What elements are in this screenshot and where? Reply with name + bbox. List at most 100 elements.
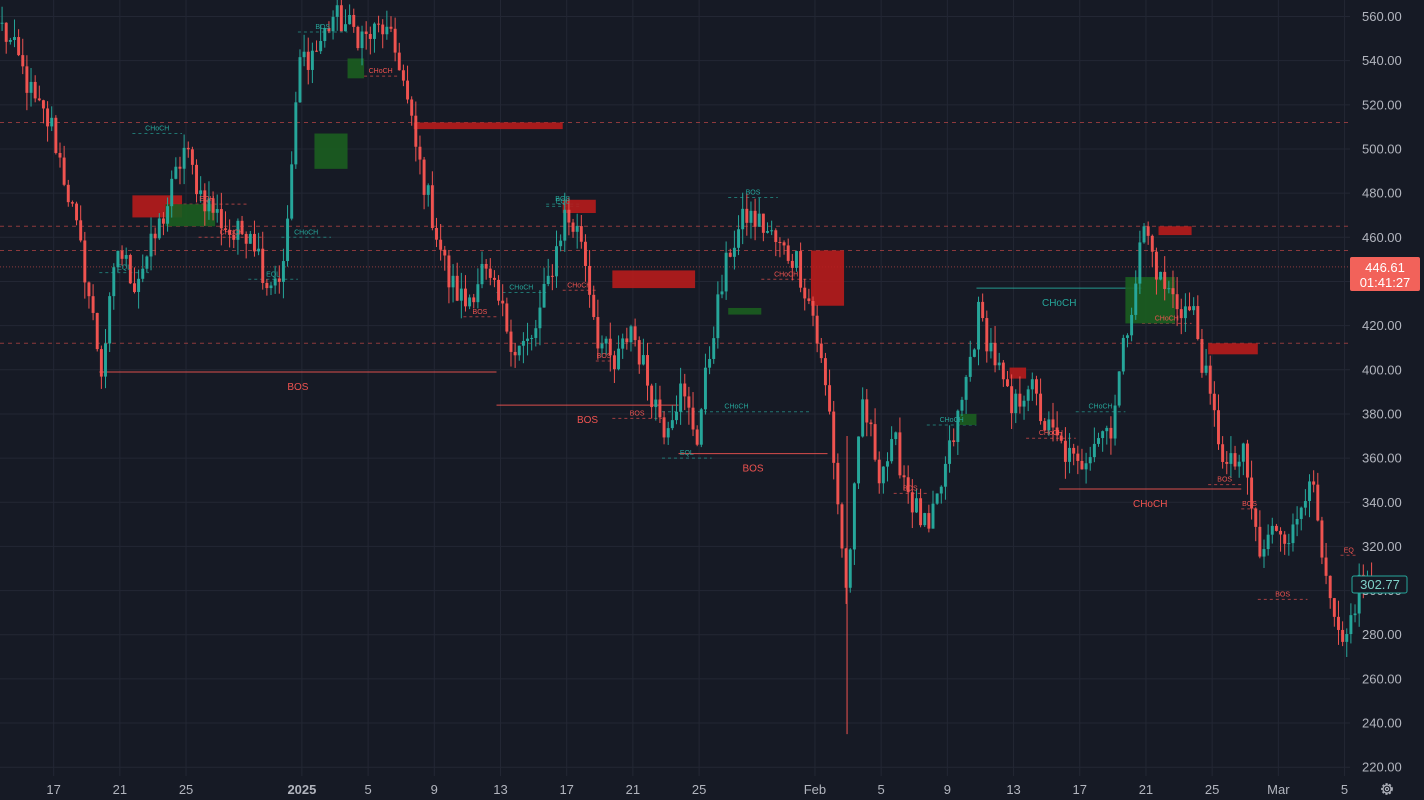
candle-body — [389, 26, 393, 29]
time-tick-label: 17 — [559, 782, 573, 797]
current-price-label-bg — [1350, 257, 1420, 291]
candle-body — [50, 117, 54, 127]
candle-body — [699, 409, 703, 445]
candle-body — [1266, 534, 1270, 550]
candle-body — [873, 424, 877, 460]
candle-body — [1188, 306, 1191, 311]
candle-body — [1254, 508, 1258, 527]
candle-body — [447, 255, 451, 288]
candle-body — [1088, 457, 1092, 464]
chart-settings-button[interactable] — [1374, 778, 1400, 800]
candle-body — [881, 466, 885, 484]
candle-body — [269, 285, 273, 289]
candle-body — [327, 28, 331, 32]
candle-body — [459, 288, 463, 301]
candle-body — [654, 399, 658, 408]
candle-body — [757, 213, 761, 227]
candle-body — [852, 483, 856, 550]
candle-body — [464, 288, 467, 307]
candle-body — [795, 251, 798, 268]
candle-body — [724, 252, 728, 292]
candle-body — [1274, 525, 1278, 531]
candle-body — [1092, 443, 1096, 458]
candle-body — [592, 294, 596, 318]
time-tick-label: 25 — [179, 782, 193, 797]
candle-body — [228, 229, 232, 235]
price-tick-label: 460.00 — [1362, 230, 1402, 245]
candle-body — [666, 428, 670, 438]
candle-body — [339, 5, 343, 32]
time-tick-label: 5 — [1341, 782, 1348, 797]
candle-body — [513, 351, 517, 356]
candle-body — [393, 28, 397, 53]
candle-body — [356, 26, 360, 49]
candle-body — [37, 98, 41, 101]
candle-body — [1299, 507, 1303, 519]
candle-body — [104, 343, 107, 377]
price-tick-label: 220.00 — [1362, 760, 1402, 775]
candle-body — [914, 498, 918, 513]
candle-body — [617, 348, 621, 370]
price-axis[interactable]: 560.00540.00520.00500.00480.00460.00440.… — [1350, 9, 1420, 775]
candle-body — [1337, 616, 1340, 630]
structure-label: BOS — [630, 410, 645, 417]
price-tick-label: 320.00 — [1362, 539, 1402, 554]
candle-body — [1217, 410, 1220, 445]
candle-body — [1312, 481, 1316, 485]
candle-body — [1349, 615, 1353, 635]
supply-zone — [1208, 343, 1258, 355]
structure-label: BOS — [746, 190, 761, 197]
candle-body — [972, 349, 976, 357]
candle-body — [149, 233, 153, 257]
candle-body — [1150, 235, 1154, 252]
price-tick-label: 360.00 — [1362, 451, 1402, 466]
candle-body — [637, 340, 641, 365]
candle-body — [836, 462, 840, 505]
time-tick-label: Feb — [804, 782, 826, 797]
candle-body — [823, 358, 827, 386]
time-tick-label: 13 — [493, 782, 507, 797]
supply-zone — [413, 122, 563, 130]
candle-body — [749, 210, 753, 223]
candle-body — [658, 399, 662, 418]
candle-body — [621, 338, 625, 349]
structure-label: BOS — [1275, 591, 1290, 598]
candle-body — [886, 461, 889, 467]
candle-body — [910, 492, 914, 513]
candle-body — [364, 31, 368, 34]
candle-body — [1320, 520, 1324, 558]
structure-label: BOS — [597, 353, 612, 360]
candle-body — [133, 283, 136, 293]
candle-body — [579, 226, 583, 242]
candle-body — [612, 355, 616, 370]
structure-label: BOS — [1242, 501, 1257, 508]
candle-body — [712, 338, 716, 359]
candle-body — [877, 459, 881, 484]
candle-body — [372, 23, 376, 39]
candle-body — [286, 218, 290, 262]
supply-zone — [1158, 226, 1192, 236]
candle-body — [128, 255, 132, 284]
candle-body — [857, 436, 860, 484]
candle-body — [248, 233, 252, 244]
candle-body — [538, 307, 542, 329]
candle-body — [530, 337, 534, 339]
candle-body — [1018, 393, 1022, 407]
candle-body — [534, 328, 538, 338]
candle-body — [426, 185, 430, 195]
candle-body — [1117, 371, 1121, 406]
candle-body — [385, 26, 389, 35]
time-tick-label: 17 — [1073, 782, 1087, 797]
candle-body — [290, 164, 294, 219]
last-price-label: 302.77 — [1360, 577, 1400, 592]
structure-label: CHoCH — [294, 229, 318, 236]
candle-body — [33, 81, 37, 99]
candle-body — [703, 367, 707, 410]
candle-body — [1250, 477, 1254, 509]
candle-body — [108, 296, 112, 344]
time-axis[interactable]: 17 21 25 2025 5 9 13 17 21 25 Feb 5 9 13 17 21 25 Mar 5 — [46, 782, 1348, 797]
candle-body — [430, 185, 434, 228]
